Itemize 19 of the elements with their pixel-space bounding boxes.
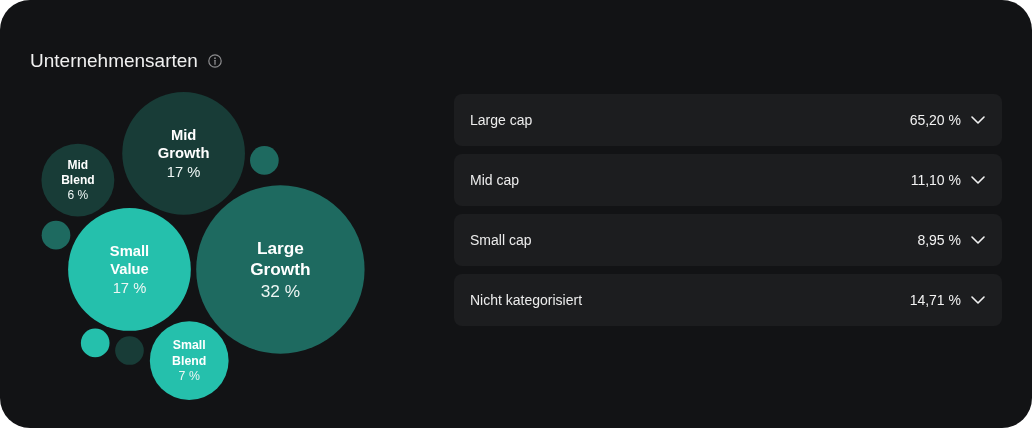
category-label: Small Blend [172, 337, 207, 368]
category-label: Mid cap [470, 172, 521, 188]
category-label: Mid Blend [61, 157, 95, 188]
data-label: 6 % [67, 188, 89, 203]
text: 14,71 % [909, 292, 961, 308]
category-label: Small cap [470, 232, 533, 248]
text: 11,10 % [910, 172, 961, 188]
data-label: 17 % [166, 164, 201, 181]
text: Unternehmensarten [30, 50, 198, 72]
category-label: Large cap [470, 112, 534, 128]
text: 8,95 % [917, 232, 961, 248]
data-label: 17 % [112, 280, 147, 297]
data-label: 32 % [260, 281, 301, 302]
category-label: Nicht kategorisiert [470, 292, 584, 308]
data-label: 7 % [178, 369, 200, 384]
category-label: Small Value [109, 242, 150, 278]
category-label: Mid Growth [157, 126, 210, 162]
category-label: Large Growth [250, 237, 311, 280]
text: 65,20 % [909, 112, 961, 128]
